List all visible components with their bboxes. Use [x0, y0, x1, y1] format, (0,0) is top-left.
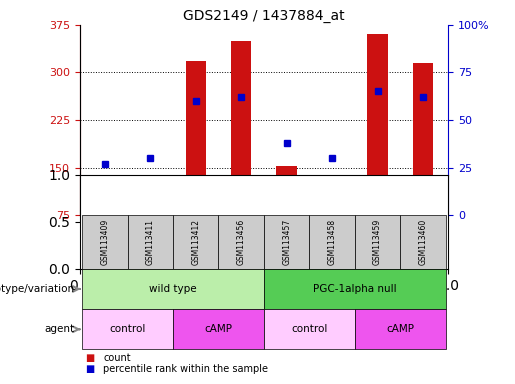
- Text: GSM113411: GSM113411: [146, 219, 155, 265]
- FancyBboxPatch shape: [82, 309, 173, 349]
- FancyBboxPatch shape: [128, 215, 173, 269]
- Text: GSM113409: GSM113409: [100, 219, 109, 265]
- Text: GSM113458: GSM113458: [328, 219, 337, 265]
- Text: GSM113457: GSM113457: [282, 219, 291, 265]
- Bar: [367, 35, 388, 215]
- Text: GSM113456: GSM113456: [237, 219, 246, 265]
- Text: GSM113460: GSM113460: [419, 219, 427, 265]
- Text: ■: ■: [85, 364, 94, 374]
- FancyBboxPatch shape: [310, 215, 355, 269]
- Text: control: control: [291, 324, 328, 334]
- Text: ■: ■: [85, 353, 94, 363]
- Bar: [277, 166, 297, 215]
- Text: count: count: [103, 353, 131, 363]
- FancyBboxPatch shape: [264, 269, 446, 309]
- Text: cAMP: cAMP: [204, 324, 232, 334]
- Bar: [322, 176, 342, 215]
- Text: genotype/variation: genotype/variation: [0, 284, 75, 294]
- Text: PGC-1alpha null: PGC-1alpha null: [313, 284, 397, 294]
- Text: agent: agent: [45, 324, 75, 334]
- FancyBboxPatch shape: [400, 215, 446, 269]
- FancyBboxPatch shape: [82, 215, 128, 269]
- FancyBboxPatch shape: [355, 309, 446, 349]
- FancyBboxPatch shape: [264, 215, 310, 269]
- FancyBboxPatch shape: [173, 309, 264, 349]
- Title: GDS2149 / 1437884_at: GDS2149 / 1437884_at: [183, 8, 345, 23]
- Bar: [185, 61, 206, 215]
- Text: wild type: wild type: [149, 284, 197, 294]
- Text: GSM113412: GSM113412: [191, 219, 200, 265]
- Text: percentile rank within the sample: percentile rank within the sample: [103, 364, 268, 374]
- Text: control: control: [109, 324, 146, 334]
- FancyBboxPatch shape: [264, 309, 355, 349]
- Text: cAMP: cAMP: [386, 324, 414, 334]
- FancyBboxPatch shape: [82, 269, 264, 309]
- Bar: [140, 177, 161, 215]
- FancyBboxPatch shape: [173, 215, 218, 269]
- FancyBboxPatch shape: [355, 215, 400, 269]
- Bar: [413, 63, 433, 215]
- Bar: [231, 41, 251, 215]
- FancyBboxPatch shape: [218, 215, 264, 269]
- Bar: [95, 195, 115, 215]
- Text: GSM113459: GSM113459: [373, 219, 382, 265]
